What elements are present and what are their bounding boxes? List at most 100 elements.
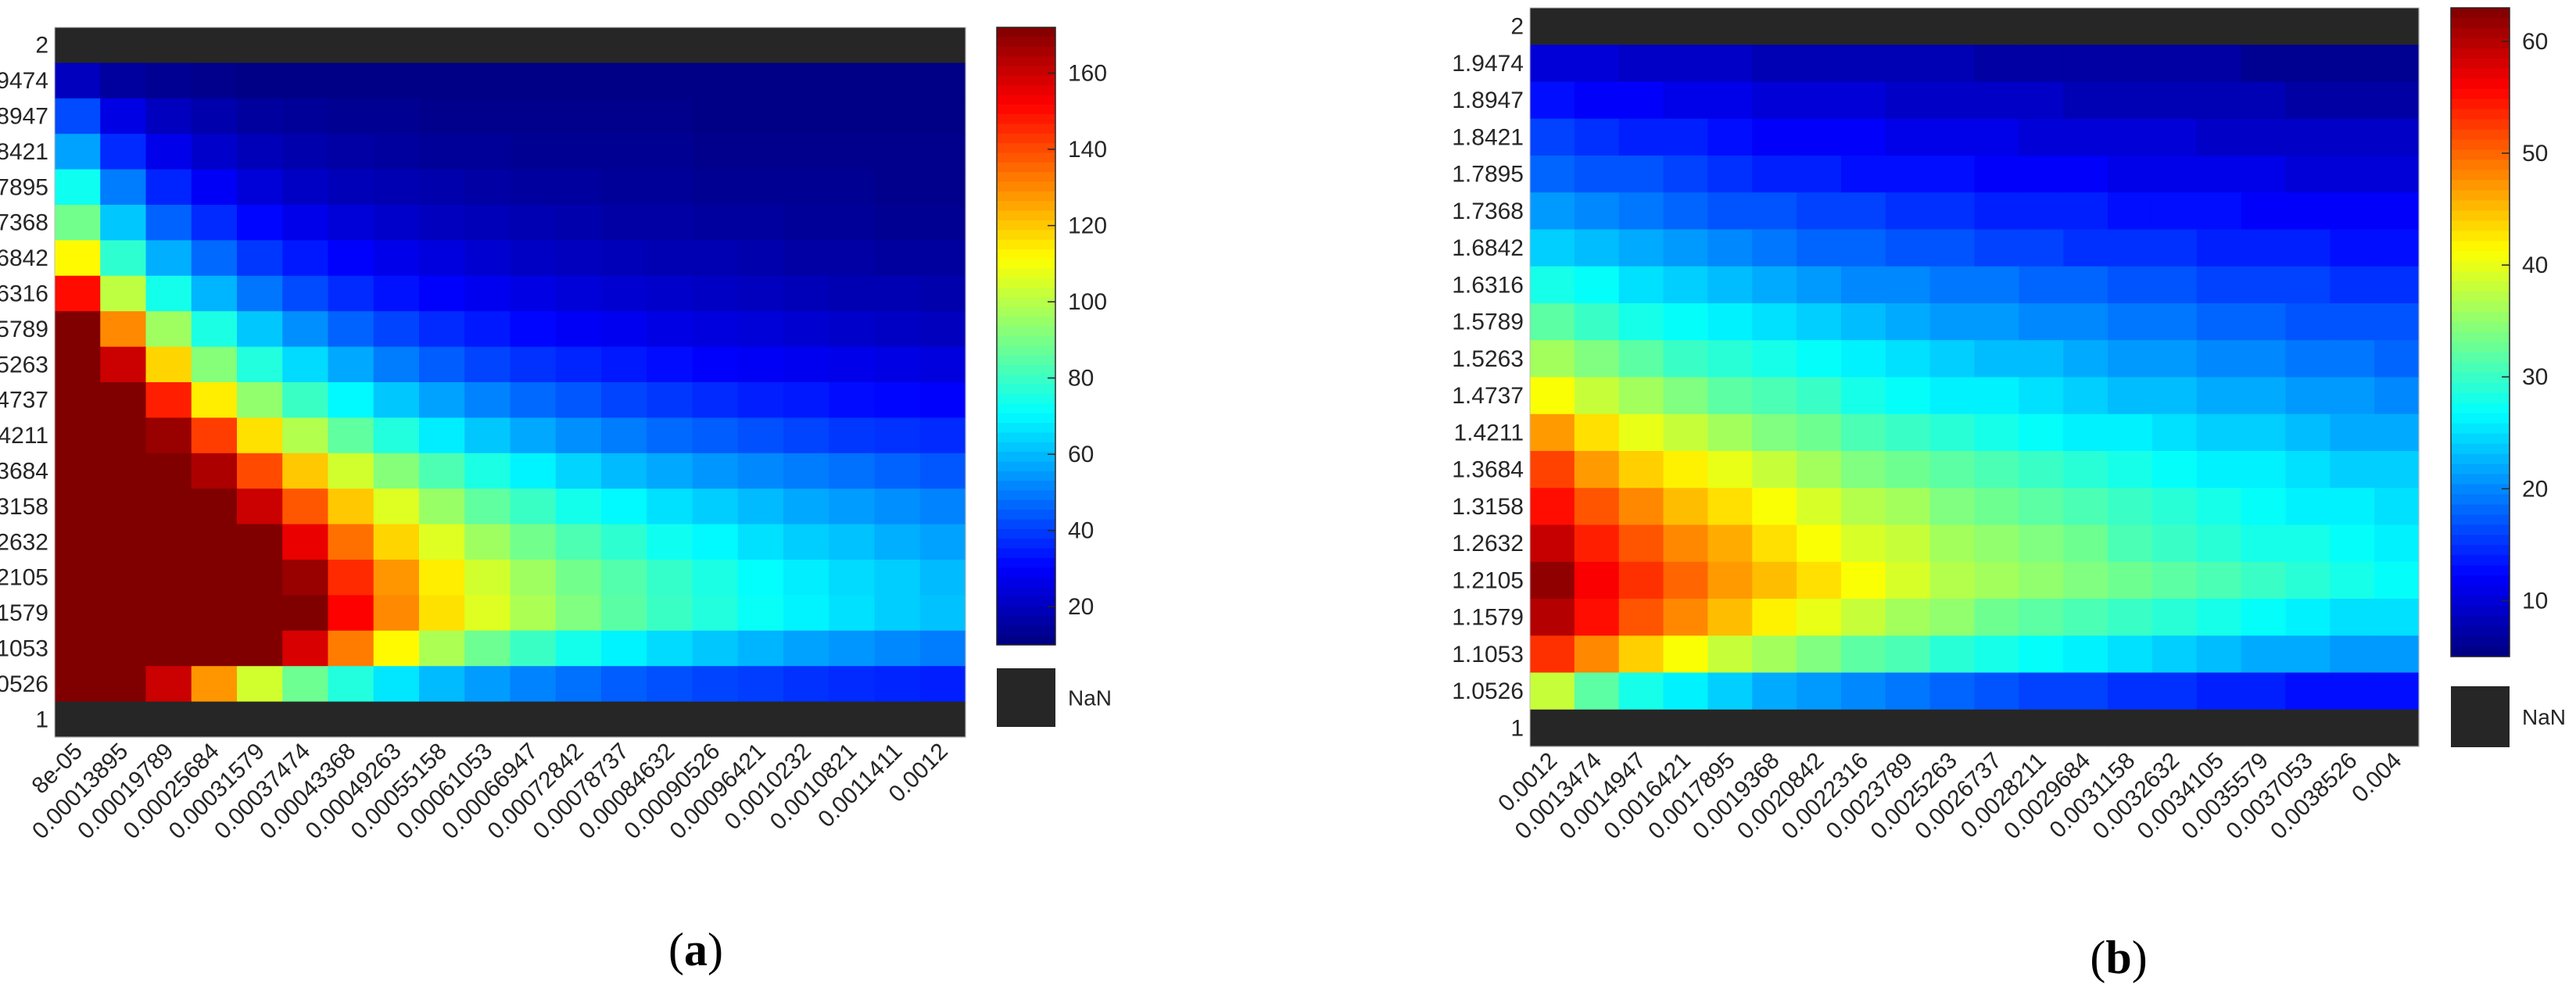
heatmap-cell bbox=[2019, 561, 2064, 600]
heatmap-cell bbox=[237, 489, 283, 525]
heatmap-cell bbox=[328, 240, 374, 277]
heatmap-cell bbox=[2330, 45, 2375, 83]
colorbar-segment bbox=[2451, 261, 2510, 272]
heatmap-cell bbox=[2196, 340, 2242, 378]
heatmap-cell bbox=[2374, 156, 2420, 193]
heatmap-cell bbox=[874, 630, 921, 667]
colorbar-segment bbox=[2451, 241, 2510, 252]
heatmap-cell bbox=[282, 240, 329, 277]
heatmap-cell bbox=[373, 205, 420, 241]
heatmap-cell bbox=[1574, 192, 1620, 231]
heatmap-cell bbox=[601, 275, 647, 312]
heatmap-cell bbox=[282, 701, 329, 738]
heatmap-cell bbox=[2196, 524, 2242, 563]
heatmap-cell bbox=[2285, 118, 2331, 156]
heatmap-cell bbox=[601, 453, 647, 489]
colorbar-segment bbox=[2451, 139, 2510, 151]
heatmap-cell bbox=[2108, 303, 2153, 341]
heatmap-cell bbox=[419, 346, 465, 383]
heatmap-cell bbox=[2330, 8, 2375, 45]
heatmap-cell bbox=[692, 134, 739, 170]
heatmap-cell bbox=[1574, 709, 1620, 747]
heatmap-cell bbox=[328, 169, 374, 206]
heatmap-cell bbox=[1618, 561, 1664, 600]
heatmap-cell bbox=[692, 453, 739, 489]
heatmap-cell bbox=[328, 701, 374, 738]
heatmap-cell bbox=[874, 701, 921, 738]
colorbar-segment bbox=[2451, 68, 2510, 80]
heatmap-cell bbox=[2196, 488, 2242, 526]
heatmap-cell bbox=[2285, 524, 2331, 563]
heatmap-cell bbox=[1974, 266, 2019, 304]
heatmap-cell bbox=[692, 346, 739, 383]
y-tick-label: 1.5263 bbox=[1452, 346, 1524, 372]
heatmap-cell bbox=[145, 489, 192, 525]
heatmap-cell bbox=[555, 382, 602, 418]
heatmap-cell bbox=[2285, 81, 2331, 120]
heatmap-cell bbox=[1707, 266, 1753, 304]
heatmap-cell bbox=[1752, 524, 1797, 563]
heatmap-cell bbox=[2241, 303, 2287, 341]
heatmap-cell bbox=[647, 595, 693, 632]
colorbar-segment bbox=[997, 355, 1055, 366]
heatmap-cell bbox=[1663, 635, 1708, 674]
heatmap-cell bbox=[464, 134, 511, 170]
heatmap-cell bbox=[100, 240, 147, 277]
heatmap-cell bbox=[2241, 488, 2287, 526]
heatmap-cell bbox=[55, 98, 101, 134]
heatmap-cell bbox=[2063, 8, 2108, 45]
colorbar-segment bbox=[997, 172, 1055, 183]
heatmap-cell bbox=[2063, 672, 2108, 710]
heatmap-cell bbox=[419, 595, 465, 632]
heatmap-cell bbox=[1707, 561, 1753, 600]
heatmap-cell bbox=[1574, 635, 1620, 674]
heatmap-cell bbox=[2063, 561, 2108, 600]
heatmap-cell bbox=[145, 701, 192, 738]
heatmap-cell bbox=[1885, 413, 1931, 452]
heatmap-cell bbox=[1530, 488, 1575, 526]
heatmap-cell bbox=[1797, 561, 1842, 600]
heatmap-cell bbox=[1663, 451, 1708, 489]
heatmap-cell bbox=[419, 417, 465, 454]
heatmap-cell bbox=[2108, 672, 2153, 710]
heatmap-cell bbox=[2374, 266, 2420, 304]
heatmap-cell bbox=[1752, 709, 1797, 747]
heatmap-cell bbox=[1974, 524, 2019, 563]
colorbar-segment bbox=[997, 75, 1055, 86]
heatmap-cell bbox=[692, 27, 739, 63]
heatmap-cell bbox=[328, 134, 374, 170]
heatmap-cell bbox=[2374, 229, 2420, 267]
heatmap-cell bbox=[282, 666, 329, 703]
heatmap-cell bbox=[1574, 8, 1620, 45]
heatmap-cell bbox=[1530, 413, 1575, 452]
heatmap-cell bbox=[874, 417, 921, 454]
heatmap-cell bbox=[1530, 45, 1575, 83]
y-tick-label: 1 bbox=[1510, 715, 1524, 741]
heatmap-cell bbox=[2063, 709, 2108, 747]
heatmap-cell bbox=[510, 275, 557, 312]
heatmap-cell bbox=[1885, 488, 1931, 526]
heatmap-cell bbox=[692, 524, 739, 560]
y-tick-label: 1.4737 bbox=[0, 388, 48, 413]
heatmap-cell bbox=[1929, 672, 1976, 710]
heatmap-cell bbox=[1885, 229, 1931, 267]
heatmap-cell bbox=[282, 382, 329, 418]
colorbar-segment bbox=[997, 461, 1055, 472]
heatmap-cell bbox=[1663, 561, 1708, 600]
heatmap-cell bbox=[1752, 229, 1797, 267]
colorbar-segment bbox=[2451, 88, 2510, 100]
heatmap-cell bbox=[2108, 229, 2153, 267]
heatmap-cell bbox=[510, 560, 557, 596]
heatmap-cell bbox=[1707, 599, 1753, 636]
heatmap-cell bbox=[783, 275, 829, 312]
colorbar-segment bbox=[2451, 433, 2510, 445]
heatmap-cell bbox=[145, 666, 192, 703]
heatmap-cell bbox=[2019, 266, 2064, 304]
heatmap-cell bbox=[2285, 709, 2331, 747]
heatmap-cell bbox=[55, 453, 101, 489]
heatmap-cell bbox=[282, 453, 329, 489]
heatmap-cell bbox=[2019, 192, 2064, 231]
colorbar-segment bbox=[997, 615, 1055, 626]
heatmap-cell bbox=[191, 417, 238, 454]
heatmap-cell bbox=[1885, 81, 1931, 120]
